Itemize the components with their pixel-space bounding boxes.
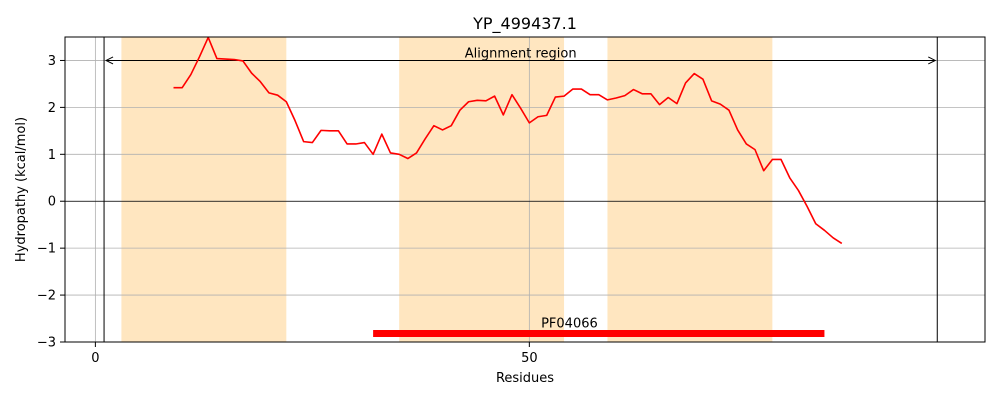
y-axis-label: Hydropathy (kcal/mol) (14, 117, 29, 262)
alignment-region: Alignment region (104, 46, 937, 65)
y-tick-label-4: 1 (48, 148, 56, 163)
chart-title: YP_499437.1 (472, 14, 577, 34)
y-tick-label-2: −1 (37, 242, 56, 257)
domain-label: PF04066 (541, 317, 598, 332)
shaded-region-1 (121, 37, 287, 342)
shaded-region-3 (607, 37, 773, 342)
series-group (173, 36, 843, 245)
x-tick-label-1: 50 (521, 351, 538, 366)
y-axis-ticks: −3 −2 −1 0 1 2 3 (37, 54, 65, 351)
x-axis-ticks: 0 50 (91, 342, 538, 366)
x-axis-label: Residues (496, 371, 554, 386)
alignment-arrow-left-head (104, 56, 114, 65)
y-tick-label-5: 2 (48, 101, 56, 116)
domain-bar-group: PF04066 (373, 317, 825, 338)
y-tick-label-0: −3 (37, 336, 56, 351)
shaded-regions (121, 37, 773, 342)
x-tick-label-0: 0 (91, 351, 99, 366)
alignment-region-label: Alignment region (465, 46, 577, 61)
alignment-arrow-right-head (928, 56, 937, 65)
shaded-region-2 (399, 37, 565, 342)
y-tick-label-1: −2 (37, 289, 56, 304)
y-tick-label-6: 3 (48, 54, 56, 69)
hydropathy-line-1 (173, 36, 843, 245)
alignment-boundary-lines (103, 37, 938, 342)
plot-frame (64, 36, 986, 343)
y-tick-label-3: 0 (48, 195, 56, 210)
